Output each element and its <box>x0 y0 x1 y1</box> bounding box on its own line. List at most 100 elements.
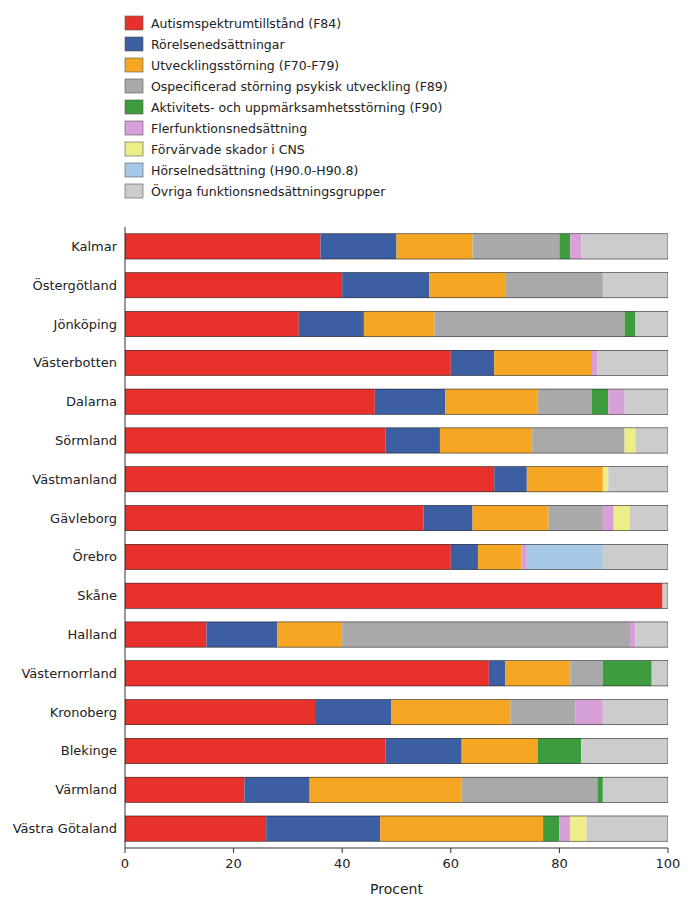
bar-outline <box>125 583 668 608</box>
y-tick-label: Kronoberg <box>50 705 117 720</box>
x-tick-label: 0 <box>121 856 129 871</box>
bar-segment <box>424 505 473 530</box>
bar-segment <box>635 428 668 453</box>
bar-outline <box>125 544 668 569</box>
bar-segment <box>266 816 380 841</box>
x-axis-label: Procent <box>370 881 423 897</box>
y-axis-line <box>125 227 126 848</box>
y-tick-label: Värmland <box>55 782 117 797</box>
bar-segment <box>462 777 598 802</box>
bar-segment <box>125 234 320 259</box>
legend-label: Autismspektrumtillstånd (F84) <box>151 16 341 31</box>
bars <box>125 234 668 841</box>
y-tick-label: Örebro <box>72 548 117 564</box>
x-axis-line <box>125 848 668 849</box>
legend-swatch <box>125 58 143 72</box>
bar-segment <box>630 505 668 530</box>
legend-swatch <box>125 79 143 93</box>
bar-segment <box>125 700 315 725</box>
legend-swatch <box>125 184 143 198</box>
bar-segment <box>521 544 526 569</box>
y-tick-label: Skåne <box>77 588 117 603</box>
legend-label: Aktivitets- och uppmärksamhetsstörning (… <box>151 100 442 115</box>
bar-segment <box>125 311 299 336</box>
bar-outline <box>125 738 668 763</box>
bar-segment <box>592 389 608 414</box>
bar-segment <box>630 622 635 647</box>
chart: Autismspektrumtillstånd (F84)Rörelseneds… <box>0 0 693 910</box>
bar-segment <box>435 311 625 336</box>
bar-segment <box>538 389 592 414</box>
bar-segment <box>429 273 505 298</box>
bar-segment <box>125 816 266 841</box>
bar-segment <box>663 583 668 608</box>
bar-segment <box>320 234 396 259</box>
bar-segment <box>451 350 494 375</box>
bar-segment <box>625 428 636 453</box>
x-tick <box>233 848 234 853</box>
y-tick-label: Halland <box>68 627 117 642</box>
y-tick-label: Västerbotten <box>33 355 117 370</box>
bar-segment <box>527 467 603 492</box>
bar-segment <box>635 311 668 336</box>
bar-segment <box>592 350 597 375</box>
bar-segment <box>125 273 342 298</box>
bar-segment <box>505 273 603 298</box>
bar-segment <box>386 738 462 763</box>
bar-segment <box>603 544 668 569</box>
bar-outline <box>125 467 668 492</box>
x-tick-label: 100 <box>656 856 681 871</box>
x-tick <box>559 848 560 853</box>
y-tick-label: Västmanland <box>32 472 117 487</box>
bar-segment <box>559 234 570 259</box>
bar-outline <box>125 273 668 298</box>
bar-segment <box>473 234 560 259</box>
bar-segment <box>375 389 446 414</box>
x-tick-label: 60 <box>443 856 460 871</box>
bar-segment <box>603 273 668 298</box>
y-tick-label: Gävleborg <box>50 511 117 526</box>
x-tick-label: 20 <box>225 856 242 871</box>
y-tick-label: Västernorrland <box>21 666 117 681</box>
bar-outline <box>125 234 668 259</box>
bar-segment <box>581 738 668 763</box>
bar-segment <box>570 661 603 686</box>
y-tick-label: Kalmar <box>71 239 118 254</box>
bar-segment <box>342 622 630 647</box>
bar-segment <box>125 389 375 414</box>
bar-segment <box>125 428 386 453</box>
bar-segment <box>532 428 624 453</box>
y-tick-label: Dalarna <box>66 394 117 409</box>
bar-segment <box>244 777 309 802</box>
bar-segment <box>494 467 527 492</box>
bar-segment <box>342 273 429 298</box>
bar-segment <box>527 544 603 569</box>
bar-segment <box>603 505 614 530</box>
bar-segment <box>489 661 505 686</box>
legend-label: Flerfunktionsnedsättning <box>151 121 307 136</box>
bar-segment <box>397 234 473 259</box>
bar-outline <box>125 505 668 530</box>
legend-swatch <box>125 163 143 177</box>
legend-label: Förvärvade skador i CNS <box>151 142 305 157</box>
bar-segment <box>445 389 537 414</box>
y-tick-label: Sörmland <box>55 433 117 448</box>
bar-outline <box>125 777 668 802</box>
bar-segment <box>570 234 581 259</box>
bar-segment <box>603 467 608 492</box>
bar-segment <box>125 467 494 492</box>
x-tick <box>125 848 126 853</box>
bar-segment <box>603 777 668 802</box>
bar-outline <box>125 311 668 336</box>
y-tick-label: Blekinge <box>61 743 117 758</box>
bar-segment <box>380 816 543 841</box>
bar-outline <box>125 700 668 725</box>
legend-label: Hörselnedsättning (H90.0-H90.8) <box>151 163 358 178</box>
bar-segment <box>538 738 581 763</box>
bar-outline <box>125 816 668 841</box>
y-tick-label: Jönköping <box>53 317 117 332</box>
bar-outline <box>125 350 668 375</box>
bar-segment <box>125 777 244 802</box>
bar-segment <box>570 816 586 841</box>
bar-segment <box>125 505 424 530</box>
